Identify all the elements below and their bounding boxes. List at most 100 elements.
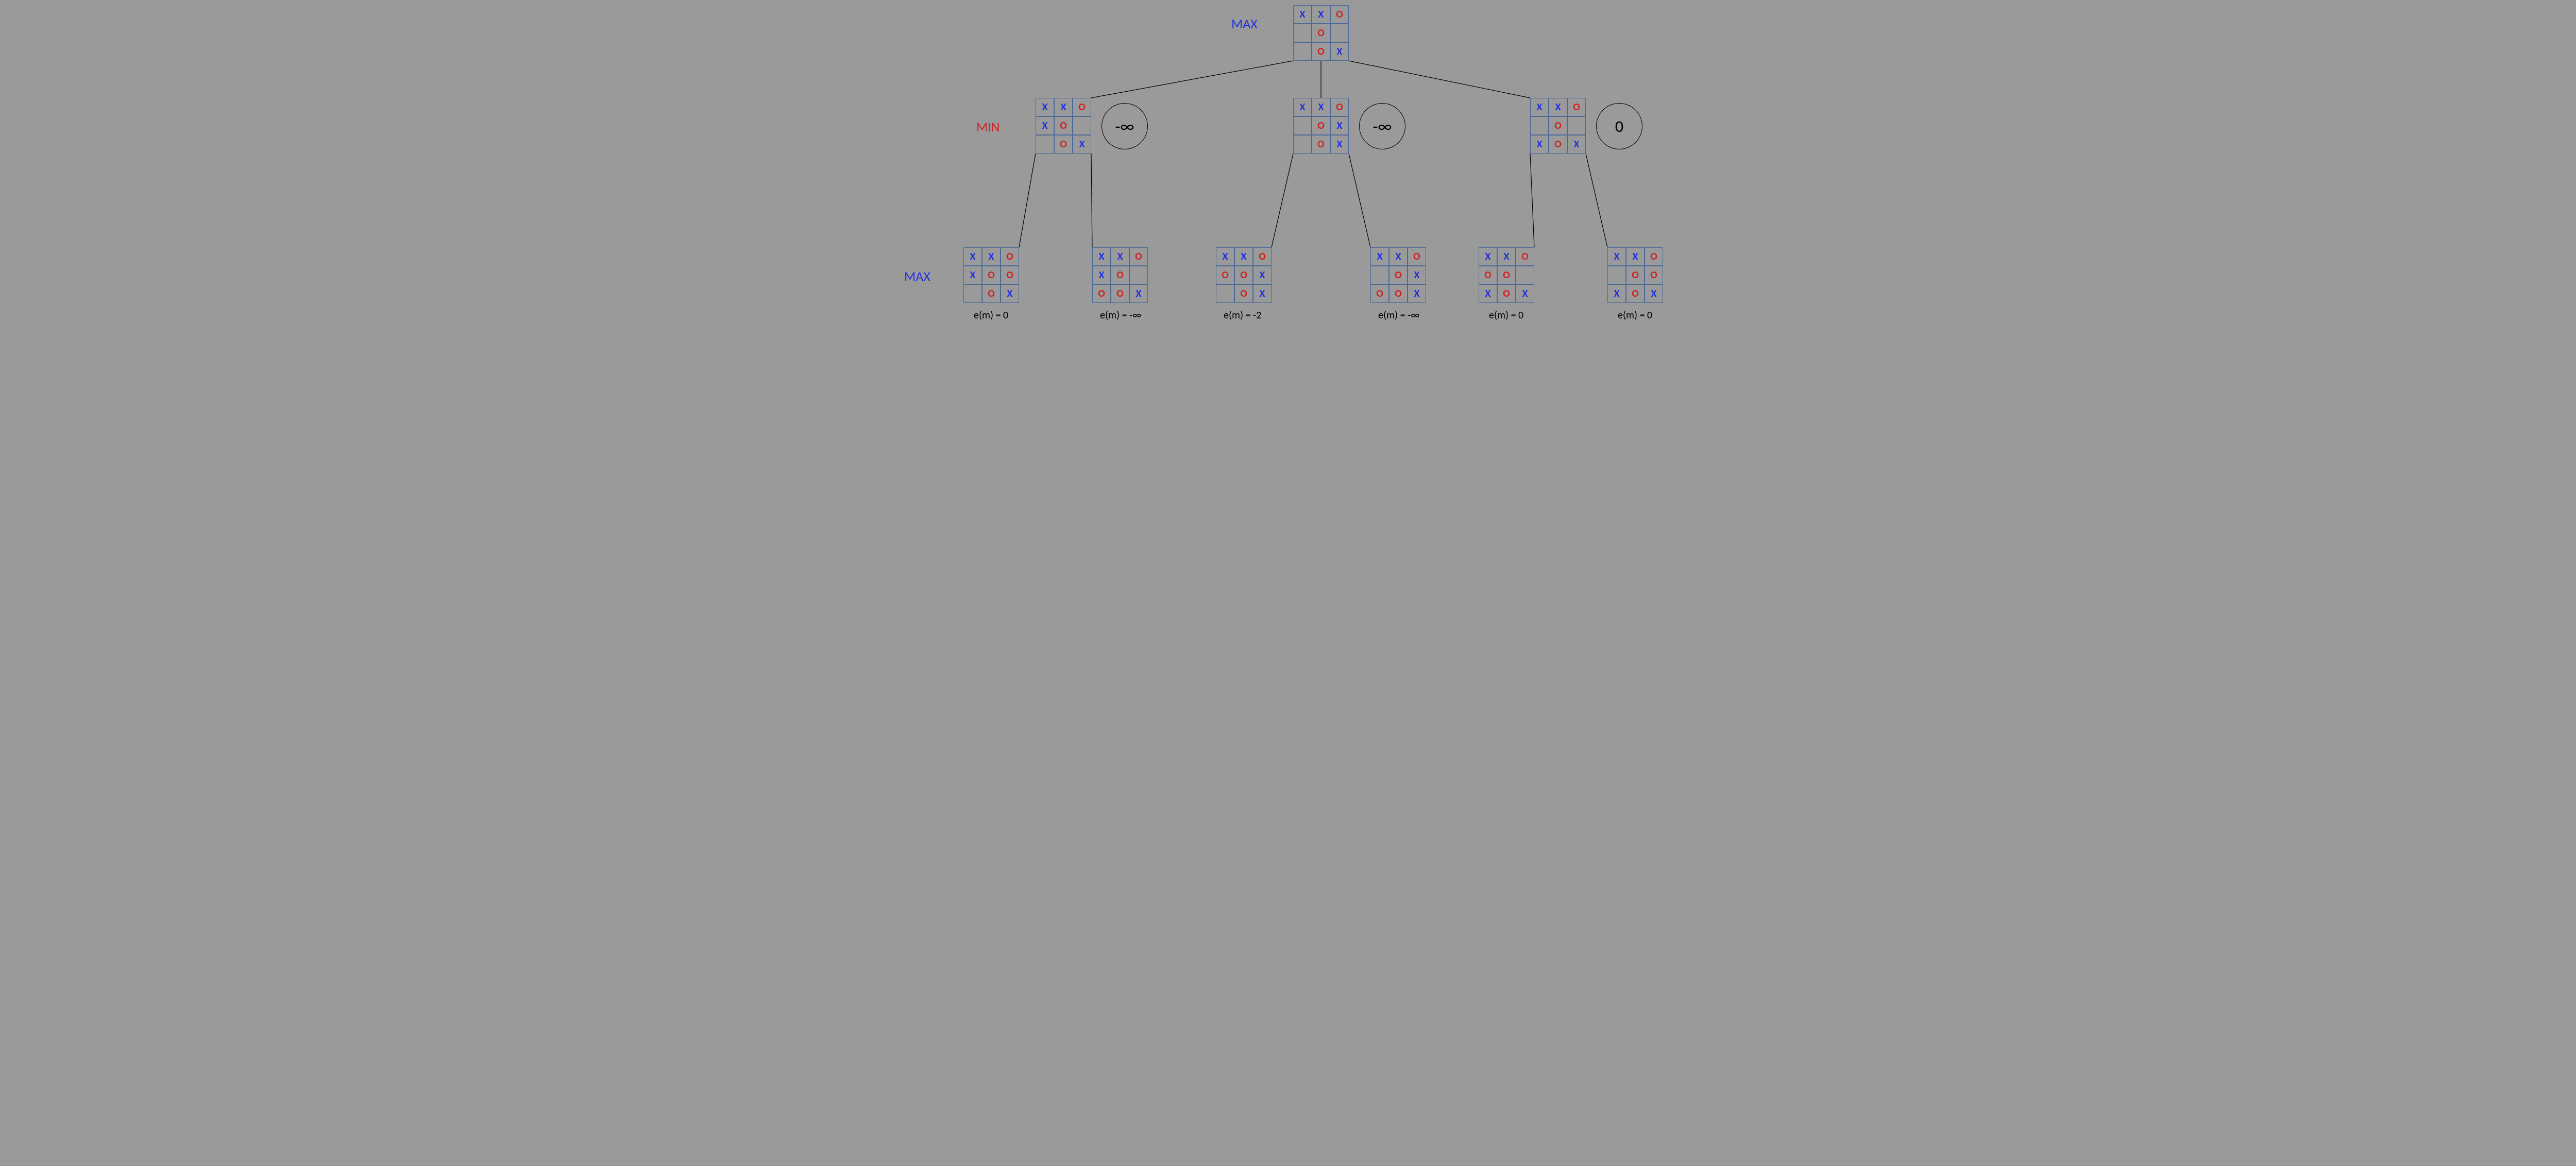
cell-m3-6: X xyxy=(1530,135,1549,154)
eval-label-l2: e(m) = -∞ xyxy=(1100,309,1141,322)
cell-l6-2: O xyxy=(1645,247,1663,266)
cell-l4-6: O xyxy=(1370,284,1389,303)
cell-l6-1: X xyxy=(1626,247,1645,266)
cell-l2-3: X xyxy=(1092,266,1111,284)
cell-l4-4: O xyxy=(1389,266,1408,284)
cell-m2-1: X xyxy=(1312,98,1330,116)
cell-m3-2: O xyxy=(1567,98,1586,116)
cell-l4-2: O xyxy=(1408,247,1426,266)
cell-l3-5: X xyxy=(1253,266,1272,284)
board-l3: XXOOOXOX xyxy=(1216,247,1272,303)
cell-l5-1: X xyxy=(1497,247,1516,266)
cell-root-7: O xyxy=(1312,42,1330,61)
cell-l1-4: O xyxy=(982,266,1001,284)
cell-l4-8: X xyxy=(1408,284,1426,303)
cell-m1-0: X xyxy=(1036,98,1054,116)
cell-l1-6 xyxy=(963,284,982,303)
cell-l6-6: X xyxy=(1607,284,1626,303)
board-l4: XXOOXOOX xyxy=(1370,247,1426,303)
cell-m3-7: O xyxy=(1549,135,1567,154)
cell-root-2: O xyxy=(1330,5,1349,24)
cell-l5-5 xyxy=(1516,266,1534,284)
cell-m1-2: O xyxy=(1073,98,1091,116)
cell-l5-4: O xyxy=(1497,266,1516,284)
edge-m2-l4 xyxy=(1349,154,1370,247)
cell-l3-7: O xyxy=(1234,284,1253,303)
cell-l5-6: X xyxy=(1479,284,1497,303)
cell-l5-7: O xyxy=(1497,284,1516,303)
edge-root-m3 xyxy=(1349,61,1530,98)
cell-l3-0: X xyxy=(1216,247,1234,266)
minimax-tree: MAX MIN MAX -∞ -∞ 0 e(m) = 0 e(m) = -∞ e… xyxy=(876,0,1700,338)
cell-root-8: X xyxy=(1330,42,1349,61)
cell-l2-8: X xyxy=(1129,284,1148,303)
cell-l2-0: X xyxy=(1092,247,1111,266)
cell-l6-5: O xyxy=(1645,266,1663,284)
cell-m3-4: O xyxy=(1549,116,1567,135)
cell-l3-3: O xyxy=(1216,266,1234,284)
cell-l3-4: O xyxy=(1234,266,1253,284)
cell-m3-0: X xyxy=(1530,98,1549,116)
cell-root-4: O xyxy=(1312,24,1330,42)
board-l5: XXOOOXOX xyxy=(1479,247,1534,303)
level-label-min-mid: MIN xyxy=(976,119,1000,135)
cell-l2-6: O xyxy=(1092,284,1111,303)
edge-m1-l2 xyxy=(1091,154,1092,247)
cell-l5-0: X xyxy=(1479,247,1497,266)
cell-l5-2: O xyxy=(1516,247,1534,266)
cell-l3-8: X xyxy=(1253,284,1272,303)
cell-m2-6 xyxy=(1293,135,1312,154)
cell-l4-0: X xyxy=(1370,247,1389,266)
eval-label-l6: e(m) = 0 xyxy=(1618,309,1652,322)
cell-root-5 xyxy=(1330,24,1349,42)
eval-label-l4: e(m) = -∞ xyxy=(1378,309,1419,322)
cell-root-6 xyxy=(1293,42,1312,61)
value-circle-m1: -∞ xyxy=(1101,103,1148,149)
cell-l4-7: O xyxy=(1389,284,1408,303)
cell-l2-4: O xyxy=(1111,266,1129,284)
cell-l3-2: O xyxy=(1253,247,1272,266)
cell-l6-3 xyxy=(1607,266,1626,284)
board-l6: XXOOOXOX xyxy=(1607,247,1663,303)
cell-l6-0: X xyxy=(1607,247,1626,266)
board-m1: XXOXOOX xyxy=(1036,98,1091,154)
cell-l4-1: X xyxy=(1389,247,1408,266)
edge-m1-l1 xyxy=(1019,154,1036,247)
cell-m3-8: X xyxy=(1567,135,1586,154)
cell-l5-3: O xyxy=(1479,266,1497,284)
cell-m3-5 xyxy=(1567,116,1586,135)
cell-m1-5 xyxy=(1073,116,1091,135)
cell-l6-8: X xyxy=(1645,284,1663,303)
board-m3: XXOOXOX xyxy=(1530,98,1586,154)
cell-m2-7: O xyxy=(1312,135,1330,154)
cell-l3-6 xyxy=(1216,284,1234,303)
cell-m2-3 xyxy=(1293,116,1312,135)
cell-m3-1: X xyxy=(1549,98,1567,116)
value-circle-m2: -∞ xyxy=(1359,103,1405,149)
eval-label-l5: e(m) = 0 xyxy=(1489,309,1523,322)
board-root: XXOOOX xyxy=(1293,5,1349,61)
cell-m2-0: X xyxy=(1293,98,1312,116)
cell-l1-8: X xyxy=(1001,284,1019,303)
cell-m1-1: X xyxy=(1054,98,1073,116)
cell-l5-8: X xyxy=(1516,284,1534,303)
cell-root-1: X xyxy=(1312,5,1330,24)
cell-m1-6 xyxy=(1036,135,1054,154)
cell-m1-8: X xyxy=(1073,135,1091,154)
cell-l4-3 xyxy=(1370,266,1389,284)
cell-l6-7: O xyxy=(1626,284,1645,303)
level-label-max-root: MAX xyxy=(1231,15,1258,32)
cell-m1-3: X xyxy=(1036,116,1054,135)
cell-m1-7: O xyxy=(1054,135,1073,154)
level-label-max-leaf: MAX xyxy=(904,268,930,284)
cell-m2-4: O xyxy=(1312,116,1330,135)
cell-l2-5 xyxy=(1129,266,1148,284)
cell-m3-3 xyxy=(1530,116,1549,135)
cell-l1-0: X xyxy=(963,247,982,266)
edge-m2-l3 xyxy=(1272,154,1293,247)
edge-m3-l6 xyxy=(1586,154,1607,247)
cell-l1-3: X xyxy=(963,266,982,284)
cell-l2-1: X xyxy=(1111,247,1129,266)
eval-label-l3: e(m) = -2 xyxy=(1224,309,1261,322)
cell-root-3 xyxy=(1293,24,1312,42)
